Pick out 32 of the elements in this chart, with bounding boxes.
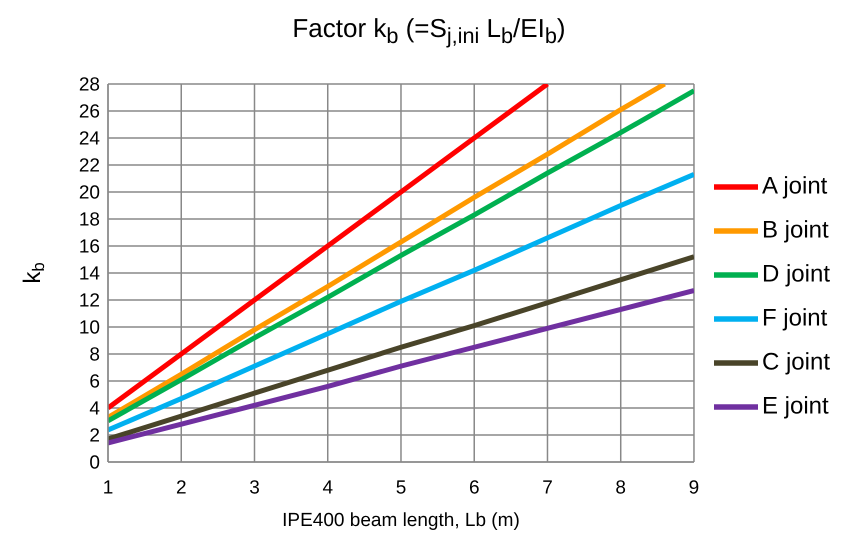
y-tick-label: 26 [78,102,100,123]
y-tick-label: 14 [78,264,100,285]
chart-title: Factor k$_{b}$ (=S$_{j,ini}$ L$_{b}$/EI$_{b}$) [292,13,566,48]
y-tick-label: 8 [89,344,100,366]
y-tick-label: 20 [78,182,100,204]
y-tick-label: 12 [78,290,100,312]
x-tick-label: 2 [176,477,187,498]
legend-label: E joint [762,392,829,420]
y-tick-label: 24 [78,128,100,150]
legend-label: C joint [762,348,830,376]
x-tick-label: 5 [396,477,406,498]
legend-label: A joint [762,172,828,200]
legend-label: B joint [762,216,829,244]
y-tick-label: 4 [89,398,100,420]
y-tick-label: 10 [78,318,100,339]
legend-label: F joint [762,304,828,332]
y-tick-label: 0 [89,452,100,474]
x-tick-label: 7 [542,477,553,498]
x-tick-label: 6 [468,477,480,498]
y-tick-label: 18 [78,210,100,231]
y-tick-label: 22 [78,156,100,177]
x-axis-title: IPE400 beam length, Lb (m) [282,510,520,531]
x-tick-label: 4 [322,477,334,498]
x-tick-label: 8 [615,477,626,498]
x-tick-label: 9 [688,477,700,498]
y-tick-label: 2 [89,426,100,447]
legend-label: D joint [762,260,830,288]
x-tick-label: 1 [102,477,114,498]
x-tick-label: 3 [249,477,260,498]
y-tick-label: 28 [78,74,100,96]
y-tick-label: 6 [89,372,100,393]
y-tick-label: 16 [78,236,100,258]
